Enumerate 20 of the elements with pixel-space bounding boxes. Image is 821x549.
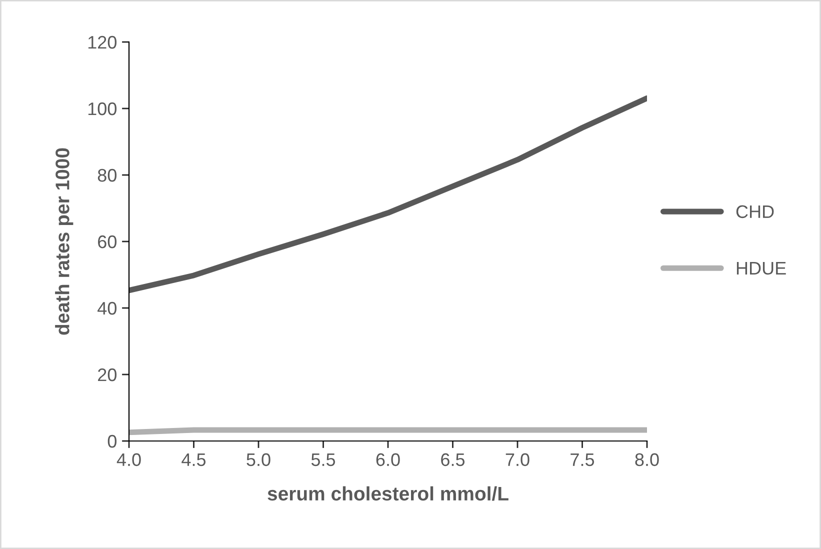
x-tick-label: 5.5	[311, 453, 336, 466]
y-tick-label: 80	[98, 168, 116, 182]
x-tick-label: 5.0	[246, 453, 270, 466]
y-tick-label: 100	[88, 102, 116, 116]
x-tick-label: 7.0	[506, 453, 530, 466]
legend-label: HDUE	[736, 262, 786, 275]
x-tick-label: 6.0	[376, 453, 400, 466]
x-axis-title: serum cholesterol mmol/L	[268, 486, 508, 501]
y-tick-label: 40	[98, 302, 116, 315]
y-tick-label: 20	[98, 368, 116, 382]
y-axis-title: death rates per 1000	[55, 148, 74, 335]
x-tick-label: 4.0	[116, 453, 141, 466]
x-tick-label: 7.5	[570, 453, 594, 466]
y-tick-label: 0	[108, 434, 116, 448]
x-tick-label: 4.5	[182, 453, 206, 466]
y-tick-label: 60	[98, 235, 116, 248]
legend-label: CHD	[736, 205, 774, 218]
y-tick-label: 120	[88, 36, 116, 49]
x-tick-label: 6.5	[441, 453, 465, 466]
x-tick-label: 8.0	[635, 453, 659, 466]
